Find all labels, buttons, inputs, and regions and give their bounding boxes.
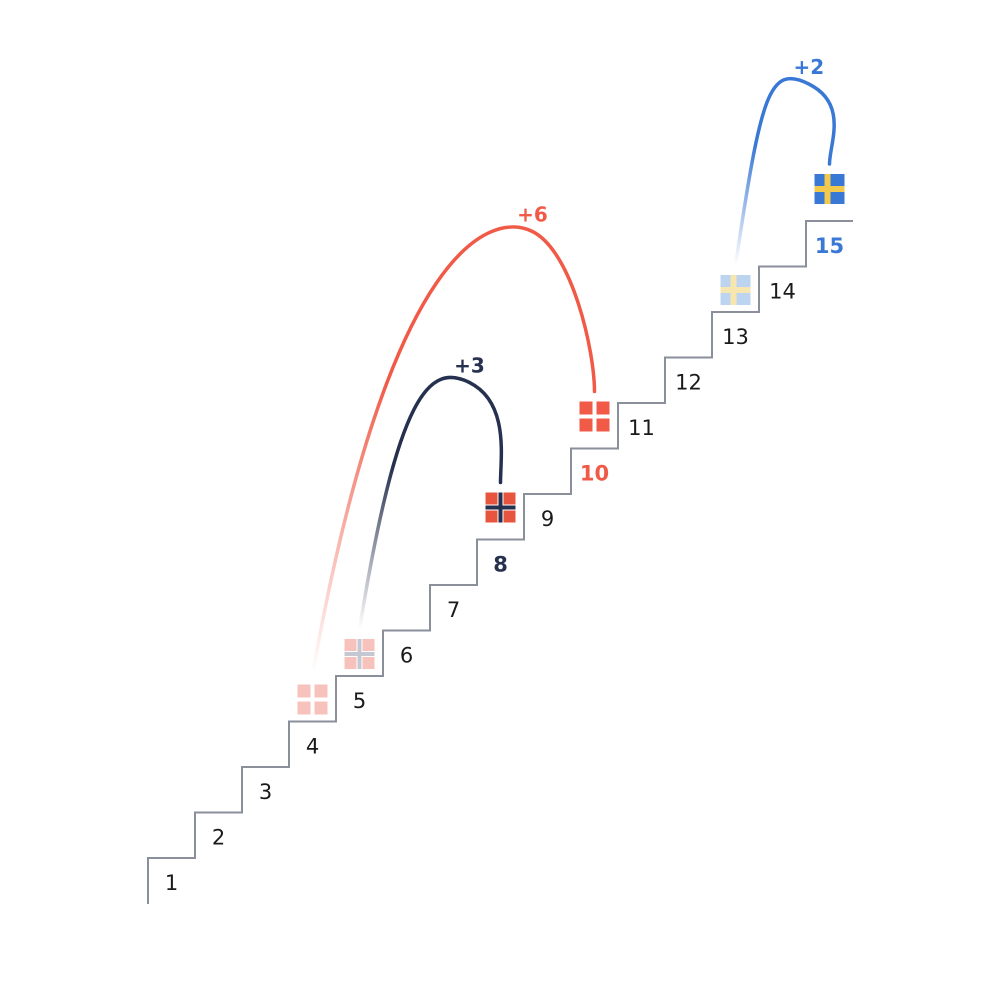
step-label: 5 bbox=[353, 689, 366, 713]
denmark-origin-flag-icon bbox=[297, 684, 328, 715]
sweden-jump-arc bbox=[733, 76, 836, 267]
norway-origin-flag-icon bbox=[344, 639, 375, 669]
denmark-jump-label: +6 bbox=[517, 203, 548, 227]
step-label: 11 bbox=[628, 416, 655, 440]
norway-rank-label: 8 bbox=[493, 553, 508, 577]
step-label: 1 bbox=[165, 871, 178, 895]
step-label: 6 bbox=[400, 644, 413, 668]
sweden-rank-label: 15 bbox=[815, 234, 844, 258]
flags bbox=[297, 174, 845, 715]
staircase-line bbox=[147, 220, 853, 904]
sweden-origin-flag-icon bbox=[720, 275, 751, 305]
norway-jump-label: +3 bbox=[454, 354, 485, 378]
step-label: 4 bbox=[306, 735, 319, 759]
norway-jump-arc bbox=[357, 375, 504, 631]
denmark-rank-label: 10 bbox=[580, 462, 609, 486]
denmark-jump-arc bbox=[310, 225, 597, 677]
step-label: 3 bbox=[259, 780, 272, 804]
step-label: 13 bbox=[722, 325, 749, 349]
step-label: 12 bbox=[675, 371, 702, 395]
jump-arcs bbox=[310, 76, 836, 677]
step-label: 2 bbox=[212, 826, 225, 850]
denmark-flag-icon bbox=[579, 401, 610, 432]
norway-flag-icon bbox=[485, 492, 516, 523]
sweden-flag-icon bbox=[814, 174, 845, 204]
step-label: 14 bbox=[769, 280, 796, 304]
jump-labels: +6 10 +3 8 +2 15 bbox=[454, 55, 844, 577]
step-label: 7 bbox=[447, 598, 460, 622]
step-label: 9 bbox=[541, 507, 554, 531]
sweden-jump-label: +2 bbox=[793, 55, 824, 79]
